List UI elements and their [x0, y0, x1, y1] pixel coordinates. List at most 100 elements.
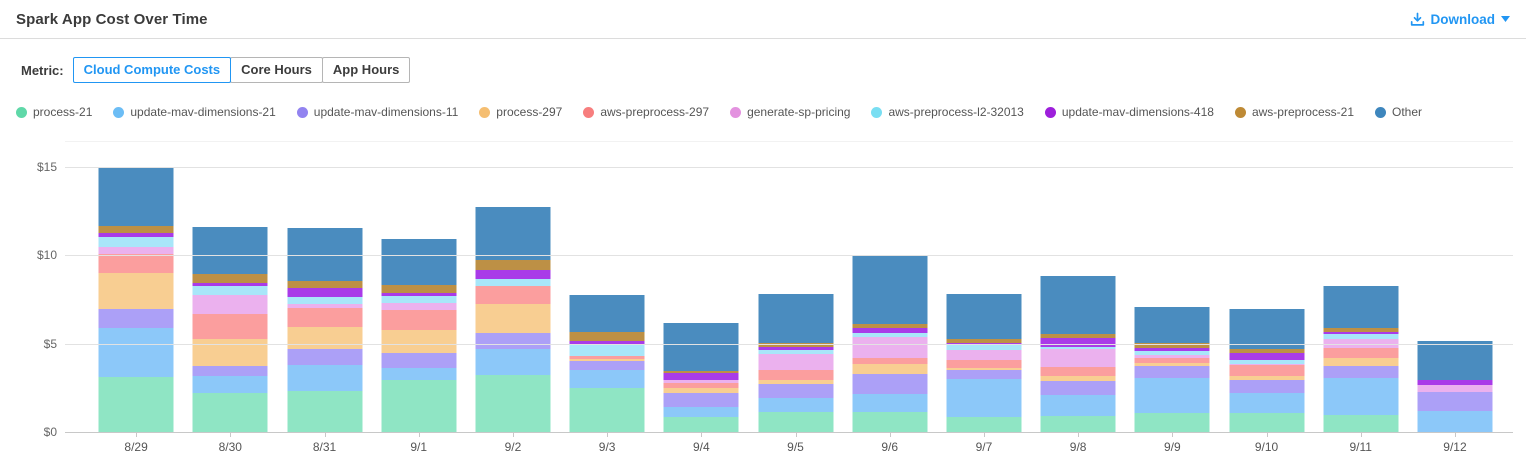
- legend-item-other[interactable]: Other: [1375, 105, 1422, 119]
- segment-aws-preprocess-l2-32013[interactable]: [852, 333, 928, 338]
- segment-update-mav-dimensions-11[interactable]: [287, 349, 362, 365]
- segment-update-mav-dimensions-21[interactable]: [852, 393, 928, 413]
- segment-other[interactable]: [663, 322, 739, 371]
- segment-other[interactable]: [1134, 306, 1210, 343]
- segment-generate-sp-pricing[interactable]: [663, 380, 739, 383]
- segment-generate-sp-pricing[interactable]: [98, 246, 174, 254]
- segment-update-mav-dimensions-11[interactable]: [663, 392, 739, 407]
- segment-update-mav-dimensions-21[interactable]: [1229, 392, 1305, 413]
- segment-update-mav-dimensions-11[interactable]: [758, 383, 834, 398]
- segment-aws-preprocess-21[interactable]: [946, 338, 1022, 344]
- segment-other[interactable]: [381, 238, 457, 286]
- segment-process-21[interactable]: [852, 412, 928, 432]
- segment-update-mav-dimensions-418[interactable]: [852, 327, 928, 334]
- segment-update-mav-dimensions-11[interactable]: [1134, 366, 1210, 378]
- segment-update-mav-dimensions-418[interactable]: [1229, 353, 1305, 361]
- segment-update-mav-dimensions-11[interactable]: [1040, 380, 1116, 396]
- segment-aws-preprocess-21[interactable]: [1134, 343, 1210, 348]
- segment-process-21[interactable]: [287, 391, 362, 432]
- segment-aws-preprocess-21[interactable]: [1040, 333, 1116, 338]
- legend-item-update-mav-dimensions-11[interactable]: update-mav-dimensions-11: [296, 105, 458, 119]
- segment-process-21[interactable]: [1323, 415, 1399, 432]
- segment-update-mav-dimensions-21[interactable]: [1417, 410, 1493, 432]
- segment-aws-preprocess-297[interactable]: [569, 356, 645, 359]
- segment-aws-preprocess-297[interactable]: [287, 307, 362, 328]
- metric-option-app-hours[interactable]: App Hours: [321, 57, 411, 83]
- segment-aws-preprocess-21[interactable]: [569, 332, 645, 342]
- segment-aws-preprocess-297[interactable]: [98, 253, 174, 274]
- segment-process-21[interactable]: [381, 379, 457, 432]
- bar-9-12[interactable]: [1417, 341, 1493, 432]
- segment-process-297[interactable]: [946, 367, 1022, 371]
- segment-process-21[interactable]: [1134, 412, 1210, 432]
- segment-generate-sp-pricing[interactable]: [1417, 384, 1493, 392]
- segment-update-mav-dimensions-418[interactable]: [1040, 337, 1116, 348]
- segment-generate-sp-pricing[interactable]: [1040, 349, 1116, 368]
- segment-aws-preprocess-l2-32013[interactable]: [192, 285, 268, 296]
- segment-update-mav-dimensions-11[interactable]: [1229, 380, 1305, 393]
- segment-generate-sp-pricing[interactable]: [1323, 338, 1399, 348]
- segment-update-mav-dimensions-21[interactable]: [569, 370, 645, 388]
- segment-update-mav-dimensions-11[interactable]: [1323, 366, 1399, 378]
- segment-generate-sp-pricing[interactable]: [1229, 363, 1305, 366]
- segment-process-297[interactable]: [98, 273, 174, 310]
- segment-aws-preprocess-21[interactable]: [98, 225, 174, 233]
- segment-other[interactable]: [1040, 276, 1116, 334]
- segment-generate-sp-pricing[interactable]: [381, 303, 457, 310]
- segment-process-297[interactable]: [381, 329, 457, 353]
- segment-process-297[interactable]: [663, 387, 739, 393]
- segment-other[interactable]: [1229, 309, 1305, 350]
- segment-process-297[interactable]: [569, 358, 645, 362]
- segment-generate-sp-pricing[interactable]: [946, 349, 1022, 361]
- segment-update-mav-dimensions-21[interactable]: [1040, 395, 1116, 417]
- segment-other[interactable]: [475, 206, 551, 261]
- bar-9-5[interactable]: [758, 294, 834, 432]
- segment-update-mav-dimensions-418[interactable]: [1134, 347, 1210, 351]
- legend-item-aws-preprocess-297[interactable]: aws-preprocess-297: [583, 105, 709, 119]
- bar-8-29[interactable]: [98, 166, 174, 432]
- segment-aws-preprocess-l2-32013[interactable]: [1134, 350, 1210, 356]
- legend-item-aws-preprocess-l2-32013[interactable]: aws-preprocess-l2-32013: [871, 105, 1024, 119]
- segment-update-mav-dimensions-21[interactable]: [946, 378, 1022, 417]
- segment-other[interactable]: [852, 256, 928, 324]
- bar-9-11[interactable]: [1323, 286, 1399, 432]
- segment-other[interactable]: [1417, 341, 1493, 381]
- segment-other[interactable]: [98, 166, 174, 226]
- segment-update-mav-dimensions-21[interactable]: [287, 364, 362, 392]
- segment-process-21[interactable]: [946, 416, 1022, 432]
- segment-aws-preprocess-l2-32013[interactable]: [1323, 334, 1399, 339]
- bar-9-1[interactable]: [381, 238, 457, 432]
- segment-process-21[interactable]: [569, 387, 645, 432]
- segment-other[interactable]: [192, 227, 268, 275]
- segment-process-21[interactable]: [663, 416, 739, 432]
- segment-process-21[interactable]: [475, 375, 551, 432]
- segment-process-297[interactable]: [1229, 376, 1305, 381]
- segment-update-mav-dimensions-11[interactable]: [569, 361, 645, 371]
- segment-process-297[interactable]: [475, 304, 551, 333]
- legend-item-process-297[interactable]: process-297: [479, 105, 562, 119]
- segment-aws-preprocess-l2-32013[interactable]: [569, 345, 645, 357]
- bar-9-10[interactable]: [1229, 309, 1305, 432]
- bar-9-8[interactable]: [1040, 276, 1116, 432]
- bar-9-4[interactable]: [663, 322, 739, 432]
- segment-generate-sp-pricing[interactable]: [852, 337, 928, 358]
- segment-update-mav-dimensions-11[interactable]: [475, 332, 551, 349]
- bar-8-31[interactable]: [287, 228, 362, 432]
- segment-process-21[interactable]: [1040, 416, 1116, 432]
- bar-9-2[interactable]: [475, 206, 551, 432]
- segment-other[interactable]: [569, 295, 645, 333]
- segment-generate-sp-pricing[interactable]: [1134, 355, 1210, 358]
- segment-aws-preprocess-297[interactable]: [852, 357, 928, 364]
- legend-item-update-mav-dimensions-21[interactable]: update-mav-dimensions-21: [113, 105, 276, 119]
- segment-aws-preprocess-l2-32013[interactable]: [1040, 347, 1116, 350]
- segment-aws-preprocess-21[interactable]: [1229, 349, 1305, 354]
- segment-aws-preprocess-297[interactable]: [758, 370, 834, 380]
- segment-update-mav-dimensions-21[interactable]: [663, 406, 739, 417]
- segment-aws-preprocess-21[interactable]: [381, 285, 457, 294]
- segment-process-297[interactable]: [852, 363, 928, 375]
- segment-update-mav-dimensions-418[interactable]: [569, 341, 645, 346]
- segment-aws-preprocess-l2-32013[interactable]: [1229, 360, 1305, 364]
- segment-update-mav-dimensions-418[interactable]: [1323, 331, 1399, 335]
- segment-update-mav-dimensions-11[interactable]: [1417, 391, 1493, 411]
- segment-generate-sp-pricing[interactable]: [287, 303, 362, 308]
